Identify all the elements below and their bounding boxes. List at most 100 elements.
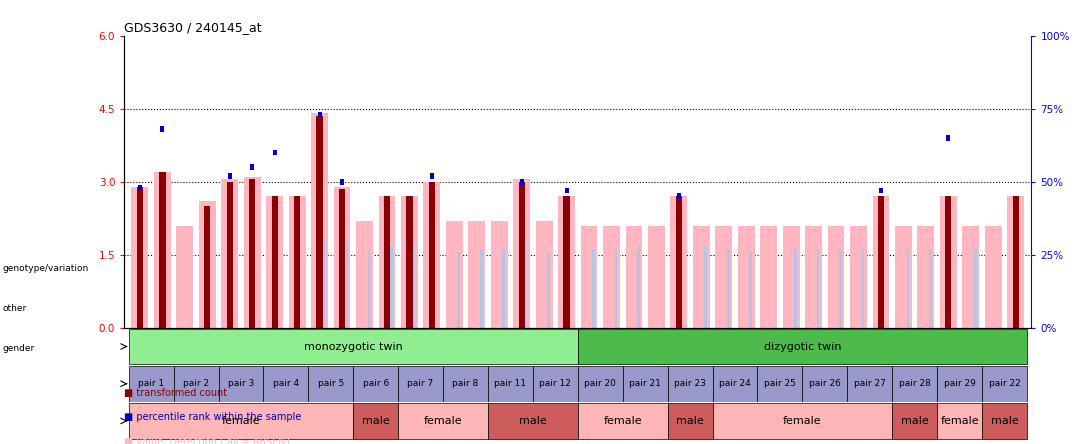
Bar [698,226,704,328]
Bar [802,366,848,402]
Text: monozygotic twin: monozygotic twin [303,341,403,352]
Bar [677,194,680,199]
Text: pair 2: pair 2 [183,379,210,388]
Bar [383,196,390,328]
Text: pair 3: pair 3 [228,379,254,388]
Bar [399,366,443,402]
Bar [249,179,255,328]
Text: ■ percentile rank within the sample: ■ percentile rank within the sample [124,412,301,422]
Bar [743,226,750,328]
Text: pair 7: pair 7 [407,379,434,388]
Text: male: male [990,416,1018,426]
Bar [532,366,578,402]
Bar [311,114,328,328]
Text: male: male [519,416,546,426]
Bar [1013,196,1018,328]
Bar [635,246,639,328]
Bar [917,226,934,328]
Text: pair 21: pair 21 [630,379,661,388]
Bar [159,172,165,328]
Bar [430,173,434,179]
Bar [702,246,707,328]
Bar [218,366,264,402]
Bar [490,221,508,328]
Text: pair 6: pair 6 [363,379,389,388]
Bar [339,189,346,328]
Bar [343,240,348,328]
Bar [340,179,345,185]
Text: dizygotic twin: dizygotic twin [764,341,841,352]
Text: female: female [423,416,462,426]
Bar [129,403,353,439]
Bar [316,116,323,328]
Bar [181,226,188,328]
Bar [558,196,575,328]
Bar [378,196,395,328]
Bar [523,240,527,328]
Bar [334,186,350,328]
Bar [937,366,982,402]
Bar [488,366,532,402]
Text: pair 24: pair 24 [719,379,751,388]
Bar [578,366,623,402]
Bar [138,185,141,190]
Bar [455,252,460,328]
Bar [228,173,232,179]
Bar [945,196,951,328]
Bar [892,403,937,439]
Text: genotype/variation: genotype/variation [2,264,89,273]
Text: pair 8: pair 8 [453,379,478,388]
Text: pair 26: pair 26 [809,379,840,388]
Bar [272,150,276,155]
Bar [766,226,772,328]
Bar [982,366,1027,402]
Text: male: male [676,416,704,426]
Bar [972,249,976,328]
Text: female: female [604,416,642,426]
Text: pair 22: pair 22 [988,379,1021,388]
Text: pair 4: pair 4 [273,379,299,388]
Bar [565,187,568,194]
Bar [757,366,802,402]
Bar [410,246,415,328]
Bar [446,221,462,328]
Text: gender: gender [2,344,35,353]
Bar [365,249,370,328]
Bar [160,126,164,132]
Bar [271,196,278,328]
Bar [990,226,997,328]
Text: male: male [362,416,390,426]
Text: female: female [941,416,978,426]
Bar [892,366,937,402]
Bar [603,226,620,328]
Bar [399,403,488,439]
Bar [985,226,1001,328]
Bar [747,252,752,328]
Bar [850,226,867,328]
Bar [827,226,845,328]
Bar [940,196,957,328]
Bar [738,226,755,328]
Bar [648,226,665,328]
Bar [792,249,797,328]
Bar [199,201,216,328]
Bar [545,252,550,328]
Bar [176,226,193,328]
Bar [612,249,618,328]
Text: pair 27: pair 27 [854,379,886,388]
Bar [713,403,892,439]
Bar [715,226,732,328]
Bar [676,196,681,328]
Bar [873,196,889,328]
Bar [401,196,418,328]
Bar [783,226,799,328]
Bar [129,366,174,402]
Bar [814,249,820,328]
Bar [837,249,842,328]
Bar [477,249,483,328]
Bar [671,196,687,328]
Bar [513,179,530,328]
Bar [578,329,1027,365]
Bar [585,226,592,328]
Bar [901,226,906,328]
